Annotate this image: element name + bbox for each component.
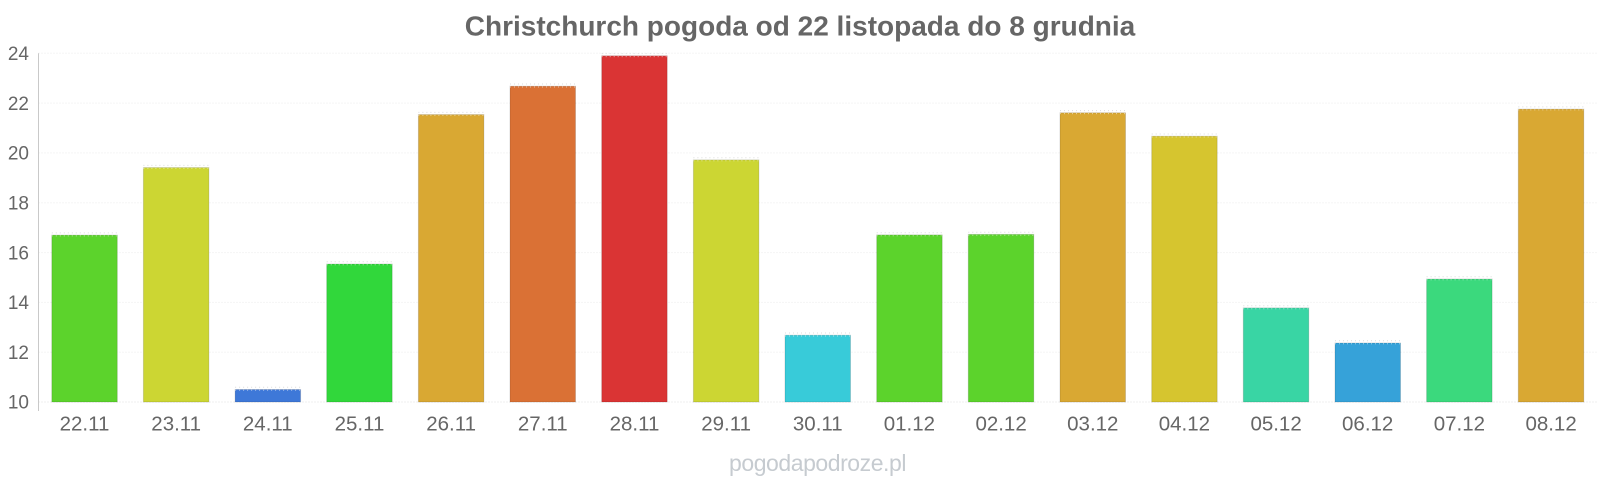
svg-text:06.12: 06.12: [1342, 413, 1393, 436]
svg-text:24.11: 24.11: [243, 413, 293, 436]
svg-text:05.12: 05.12: [1250, 413, 1301, 436]
svg-text:07.12: 07.12: [1434, 413, 1485, 436]
svg-text:24: 24: [8, 44, 30, 65]
svg-text:03.12: 03.12: [1067, 413, 1118, 436]
svg-text:28.11: 28.11: [610, 413, 660, 436]
svg-text:27.11: 27.11: [518, 413, 568, 436]
svg-text:29.11: 29.11: [701, 413, 751, 436]
svg-text:12: 12: [8, 343, 29, 364]
svg-text:10: 10: [8, 393, 29, 414]
svg-text:23.11: 23.11: [151, 413, 201, 436]
svg-text:26.11: 26.11: [426, 413, 476, 436]
svg-text:01.12: 01.12: [884, 413, 935, 436]
svg-text:08.12: 08.12: [1525, 413, 1576, 436]
svg-text:25.11: 25.11: [335, 413, 385, 436]
svg-text:04.12: 04.12: [1159, 413, 1210, 436]
svg-text:14: 14: [8, 293, 30, 314]
svg-text:22.11: 22.11: [60, 413, 110, 436]
svg-text:16: 16: [8, 243, 29, 264]
svg-text:30.11: 30.11: [793, 413, 843, 436]
svg-text:18: 18: [8, 193, 29, 214]
svg-text:Christchurch pogoda od 22 list: Christchurch pogoda od 22 listopada do 8…: [465, 10, 1136, 41]
svg-text:20: 20: [8, 144, 29, 165]
svg-text:22: 22: [8, 94, 29, 115]
svg-text:pogodapodroze.pl: pogodapodroze.pl: [729, 450, 906, 476]
svg-text:02.12: 02.12: [975, 413, 1026, 436]
